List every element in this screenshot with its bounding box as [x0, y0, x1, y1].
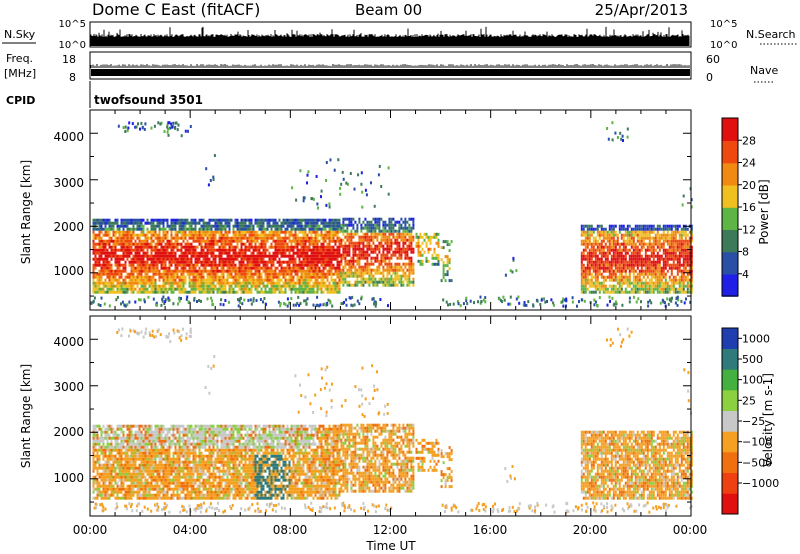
velocity-colorbar-label: Velocity [m s-1] [761, 373, 775, 467]
velocity-colorbar-segment [722, 472, 738, 494]
nsky-bars [90, 26, 690, 46]
nsky-label: N.Sky [4, 28, 36, 41]
power-colorbar-segment [722, 207, 738, 230]
freq-panel: Freq. [MHz] 18 8 60 0 Nave [4, 51, 778, 84]
velocity-panel: 1000 2000 3000 4000 Slant Range [km] 100… [19, 315, 779, 517]
xtick-label: 08:00 [273, 523, 308, 537]
freq-unit: [MHz] [4, 67, 36, 80]
power-y-axis: 1000 2000 3000 4000 [53, 109, 691, 297]
nsky-tick-low: 10^0 [59, 40, 86, 51]
velocity-ytick-label: 3000 [53, 380, 84, 394]
power-colorbar-tick-label: 20 [742, 179, 756, 192]
power-colorbar-tick-label: 16 [742, 201, 756, 214]
freq-label: Freq. [6, 52, 33, 65]
nsky-trace [90, 26, 690, 46]
freq-trace [90, 64, 690, 76]
nave-tick-low: 0 [706, 71, 713, 84]
velocity-colorbar-segment [722, 452, 738, 473]
beam-label: Beam 00 [355, 1, 422, 19]
velocity-colorbar-segment [722, 328, 738, 349]
nsearch-label: N.Search [746, 28, 796, 41]
xtick-label: 04:00 [173, 523, 208, 537]
velocity-x-ticks [89, 316, 692, 516]
power-colorbar-segment [722, 118, 738, 141]
time-axis: 00:00 04:00 08:00 12:00 16:00 20:00 00:0… [73, 523, 708, 553]
power-ytick-label: 1000 [53, 264, 84, 278]
velocity-ytick-label: 2000 [53, 425, 84, 439]
nave-label: Nave [750, 64, 778, 77]
velocity-colorbar-segment [722, 410, 738, 432]
velocity-colorbar-tick-label: −100 [742, 436, 772, 449]
power-colorbar-segment [722, 184, 738, 208]
power-ytick-label: 3000 [53, 176, 84, 190]
nave-tick-high: 60 [706, 53, 720, 66]
velocity-colorbar-tick-label: 100 [742, 374, 763, 387]
nsearch-tick-high: 10^5 [710, 19, 737, 30]
xtick-label: 00:00 [73, 523, 108, 537]
power-colorbar-segment [722, 162, 738, 186]
power-heatmap [90, 121, 693, 308]
power-colorbar-tick-label: 12 [742, 223, 756, 236]
power-colorbar-tick-label: 28 [742, 134, 756, 147]
cpid-label: CPID [6, 94, 35, 107]
nave-bars [90, 64, 690, 68]
power-colorbar-segment [722, 251, 738, 275]
xtick-label: 00:00 [673, 523, 708, 537]
power-ytick-label: 4000 [53, 130, 84, 144]
velocity-y-axis: 1000 2000 3000 4000 [53, 315, 691, 503]
velocity-colorbar-tick-label: −25 [742, 415, 765, 428]
power-colorbar-segment [722, 140, 738, 164]
date-label: 25/Apr/2013 [595, 1, 688, 19]
power-colorbar: 4 8 12 16 20 24 28 [721, 117, 756, 297]
power-ytick-label: 2000 [53, 220, 84, 234]
power-colorbar-tick-label: 4 [742, 268, 749, 281]
freq-bars [91, 69, 690, 76]
x-axis-label: Time UT [365, 539, 416, 553]
velocity-colorbar-tick-label: −500 [742, 456, 772, 469]
velocity-colorbar: 1000 500 100 25 −25 −100 −500 −1000 [721, 327, 779, 515]
xtick-label: 20:00 [573, 523, 608, 537]
power-colorbar-segment [722, 229, 738, 253]
velocity-colorbar-segment [722, 431, 738, 453]
power-colorbar-tick-label: 24 [742, 157, 756, 170]
nsky-tick-high: 10^5 [59, 19, 86, 30]
velocity-colorbar-segment [722, 348, 738, 370]
nsearch-tick-low: 10^0 [710, 40, 737, 51]
velocity-colorbar-tick-label: 25 [742, 394, 756, 407]
power-colorbar-segment [722, 273, 738, 297]
velocity-ytick-label: 4000 [53, 335, 84, 349]
power-panel: 1000 2000 3000 4000 Slant Range [km] 4 8 1… [19, 109, 771, 311]
power-ylabel: Slant Range [km] [19, 160, 33, 264]
velocity-heatmap [92, 327, 693, 514]
xtick-label: 16:00 [473, 523, 508, 537]
power-colorbar-tick-label: 8 [742, 246, 749, 259]
velocity-colorbar-segment [722, 369, 738, 391]
velocity-ytick-label: 1000 [53, 471, 84, 485]
nsky-panel: N.Sky 10^5 10^0 10^5 10^0 N.Search [2, 19, 798, 51]
velocity-colorbar-tick-label: 500 [742, 353, 763, 366]
power-colorbar-label: Power [dB] [757, 179, 771, 244]
power-x-ticks [89, 110, 692, 310]
xtick-label: 12:00 [373, 523, 408, 537]
velocity-colorbar-segment [722, 493, 738, 515]
freq-tick-low: 8 [69, 71, 76, 84]
velocity-colorbar-tick-label: −1000 [742, 477, 779, 490]
plot-title: Dome C East (fitACF) [92, 0, 260, 19]
cpid-value: twofsound 3501 [94, 93, 203, 107]
velocity-ylabel: Slant Range [km] [19, 364, 33, 468]
velocity-colorbar-segment [722, 390, 738, 411]
freq-tick-high: 18 [62, 53, 76, 66]
velocity-colorbar-tick-label: 1000 [742, 332, 770, 345]
